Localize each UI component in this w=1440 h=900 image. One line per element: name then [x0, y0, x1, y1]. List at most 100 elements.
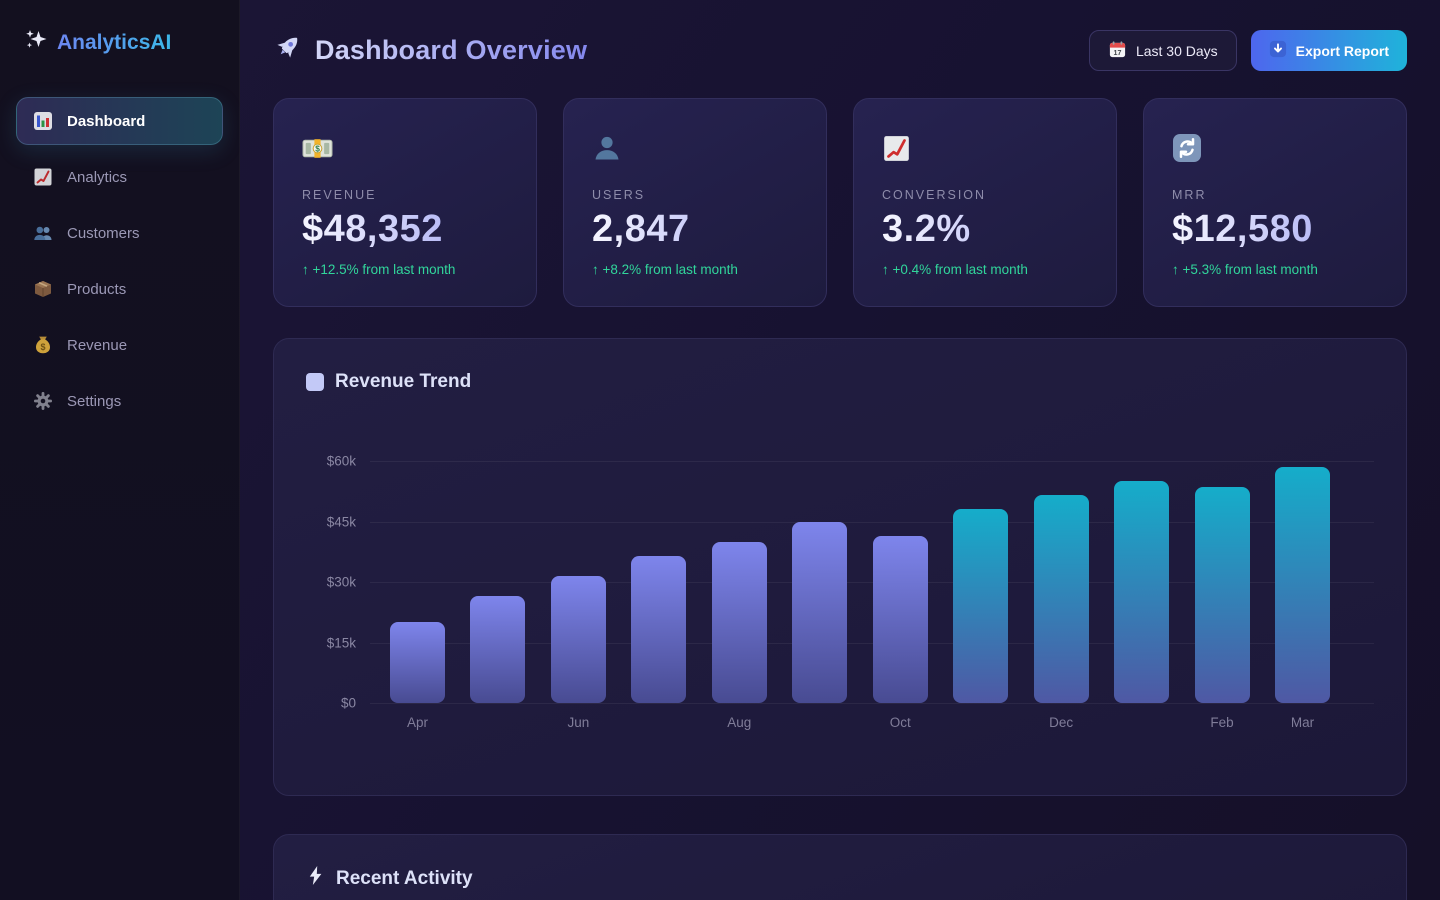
stat-value: 3.2%: [882, 208, 1088, 251]
chart-title-text: Revenue Trend: [335, 371, 472, 392]
bar-jun: [550, 575, 606, 703]
y-tick-label: $0: [340, 695, 356, 711]
export-report-button[interactable]: Export Report: [1250, 30, 1407, 71]
chart-x-axis: Apr Jun Aug Oct Dec Feb Mar: [306, 715, 1374, 730]
sidebar-item-label: Analytics: [67, 168, 128, 186]
bar-sep: [792, 521, 848, 703]
sidebar-item-customers[interactable]: Customers: [16, 209, 223, 257]
stat-label: REVENUE: [302, 188, 377, 202]
calendar-icon: 17: [1108, 40, 1127, 62]
gridline: [370, 582, 1374, 583]
y-tick-label: $45k: [326, 514, 356, 529]
bar-jan: [1114, 481, 1170, 703]
chart-bars: [370, 461, 1374, 703]
x-tick-label: Jun: [567, 715, 590, 730]
date-range-label: Last 30 Days: [1135, 42, 1218, 59]
recent-activity-card: Recent Activity: [273, 834, 1407, 900]
x-tick-label: [953, 715, 1008, 730]
bar-dec: [1033, 495, 1089, 703]
sidebar-item-label: Revenue: [67, 336, 128, 354]
app-logo: AnalyticsAI: [16, 28, 223, 57]
line-chart-icon: [32, 167, 54, 187]
revenue-trend-card: Revenue Trend $60k $45k $30k $15k $0 Apr Jun A…: [273, 338, 1407, 796]
sidebar: AnalyticsAI Dashboard Analytics Customer…: [0, 0, 240, 900]
stat-card-revenue: $ REVENUE $48,352 ↑ +12.5% from last mon…: [273, 98, 537, 307]
download-icon: [1269, 40, 1287, 61]
stat-value: 2,847: [592, 208, 798, 251]
page-title-text: Dashboard Overview: [315, 35, 588, 65]
bar-nov: [953, 509, 1009, 703]
x-tick-label: Aug: [727, 715, 752, 730]
bar-aug: [711, 541, 767, 703]
x-tick-label: [631, 715, 686, 730]
stat-change: ↑ +0.4% from last month: [882, 262, 1028, 277]
page-header: Dashboard Overview 17 Last 30 Days Expor…: [273, 0, 1407, 71]
chart-y-axis: $60k $45k $30k $15k $0: [306, 454, 370, 711]
x-tick-label: [1114, 715, 1169, 730]
svg-text:17: 17: [1113, 48, 1121, 56]
sidebar-item-analytics[interactable]: Analytics: [16, 153, 223, 201]
x-tick-label: Dec: [1049, 715, 1074, 730]
lightning-icon: [306, 865, 325, 892]
chart-plot: [370, 461, 1374, 704]
svg-text:$: $: [40, 342, 45, 352]
stat-value: $48,352: [302, 208, 508, 251]
y-tick-label: $15k: [326, 635, 356, 650]
package-icon: [32, 279, 54, 299]
gridline: [370, 521, 1374, 523]
chart-title: Revenue Trend: [306, 371, 1374, 393]
stat-card-conversion: CONVERSION 3.2% ↑ +0.4% from last month: [853, 98, 1117, 307]
bar-may: [470, 596, 526, 703]
stat-change: ↑ +5.3% from last month: [1172, 262, 1318, 277]
x-tick-label: Feb: [1210, 715, 1234, 730]
date-range-button[interactable]: 17 Last 30 Days: [1088, 30, 1237, 71]
gear-icon: [32, 391, 54, 411]
gridline: [370, 703, 1374, 704]
stat-card-mrr: MRR $12,580 ↑ +5.3% from last month: [1143, 98, 1407, 307]
sidebar-item-revenue[interactable]: $ Revenue: [16, 321, 223, 369]
activity-title-text: Recent Activity: [336, 867, 473, 889]
stat-card-users: USERS 2,847 ↑ +8.2% from last month: [563, 98, 827, 307]
sidebar-item-products[interactable]: Products: [16, 265, 223, 313]
sidebar-item-settings[interactable]: Settings: [16, 377, 223, 425]
banknote-icon: $: [302, 133, 508, 163]
stat-label: MRR: [1172, 188, 1207, 202]
stat-label: CONVERSION: [882, 188, 987, 202]
activity-title: Recent Activity: [306, 865, 1374, 892]
sidebar-item-label: Settings: [67, 392, 122, 410]
export-report-label: Export Report: [1295, 42, 1389, 59]
stat-label: USERS: [592, 188, 646, 202]
square-icon: [306, 373, 324, 391]
gridline: [370, 461, 1374, 462]
stat-change: ↑ +8.2% from last month: [592, 262, 738, 277]
sidebar-item-label: Products: [67, 280, 127, 298]
x-tick-label: [470, 715, 525, 730]
users-icon: [32, 223, 54, 243]
main-content: Dashboard Overview 17 Last 30 Days Expor…: [240, 0, 1440, 900]
axis-spacer: [306, 715, 370, 730]
y-tick-label: $30k: [326, 574, 356, 590]
stat-value: $12,580: [1172, 208, 1378, 251]
sidebar-item-dashboard[interactable]: Dashboard: [16, 97, 223, 145]
bar-chart-icon: [32, 111, 54, 131]
stats-row: $ REVENUE $48,352 ↑ +12.5% from last mon…: [273, 98, 1407, 307]
sidebar-item-label: Customers: [67, 224, 140, 242]
sidebar-nav: Dashboard Analytics Customers Products $…: [16, 97, 223, 425]
person-icon: [592, 133, 798, 163]
chart-x-labels: Apr Jun Aug Oct Dec Feb Mar: [370, 715, 1374, 730]
gridline: [370, 642, 1374, 644]
money-bag-icon: $: [32, 335, 54, 355]
x-tick-label: Oct: [889, 715, 911, 730]
bar-apr: [390, 622, 445, 703]
bar-feb: [1194, 487, 1250, 703]
sidebar-item-label: Dashboard: [67, 112, 146, 130]
refresh-icon: [1172, 133, 1378, 163]
bar-oct: [872, 535, 928, 703]
stat-change: ↑ +12.5% from last month: [302, 262, 456, 277]
revenue-trend-chart: $60k $45k $30k $15k $0: [306, 454, 1374, 711]
svg-text:$: $: [315, 144, 320, 153]
sparkles-icon: [24, 28, 48, 57]
y-tick-label: $60k: [326, 453, 356, 469]
x-tick-label: Apr: [406, 715, 428, 730]
x-tick-label: [792, 715, 847, 730]
